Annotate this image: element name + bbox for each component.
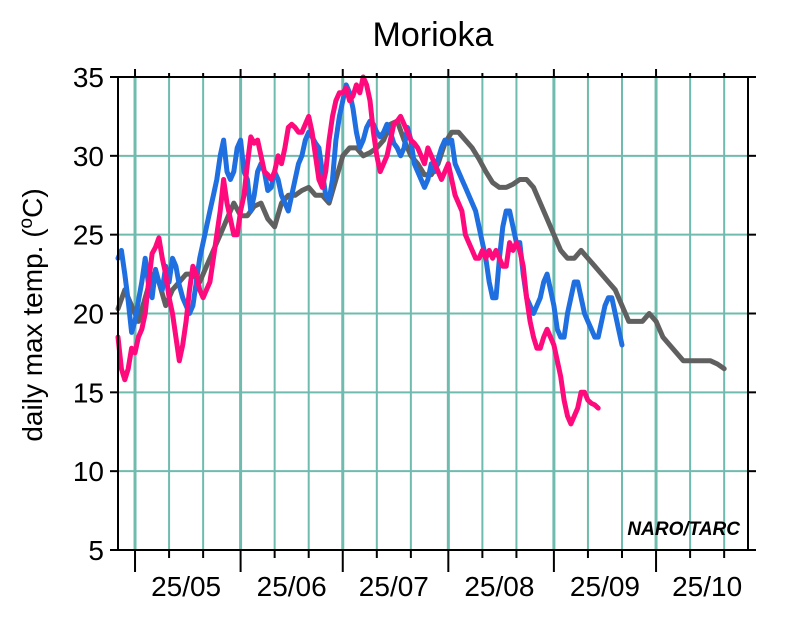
x-tick-label: 25/09: [570, 571, 640, 602]
x-tick-label: 25/07: [359, 571, 429, 602]
credit-label: NARO/TARC: [627, 519, 740, 540]
y-tick-label: 35: [73, 62, 104, 93]
y-axis-label-sup: o: [16, 218, 37, 229]
grid-lines: [118, 76, 748, 551]
x-tick-label: 25/10: [672, 571, 742, 602]
y-axis-label-unit: C): [17, 188, 48, 218]
axes: 5 10 15 20 25 30 35 25/05 25/06 25/07 25/08 25/09 25…: [73, 62, 756, 602]
y-tick-label: 30: [73, 141, 104, 172]
y-axis-label: daily max temp. (oC): [16, 188, 49, 441]
y-tick-label: 5: [88, 535, 104, 566]
series-line-3: [115, 74, 601, 427]
x-tick-label: 25/06: [257, 571, 327, 602]
x-tick-label: 25/05: [151, 571, 221, 602]
series-layer: [115, 74, 727, 427]
y-tick-label: 10: [73, 456, 104, 487]
series-line-1: [115, 118, 727, 372]
y-tick-label: 15: [73, 377, 104, 408]
y-tick-label: 25: [73, 220, 104, 251]
chart-title: Morioka: [373, 16, 494, 54]
y-tick-label: 20: [73, 299, 104, 330]
y-axis-label-main: daily max temp. (: [17, 228, 48, 442]
x-tick-label: 25/08: [464, 571, 534, 602]
